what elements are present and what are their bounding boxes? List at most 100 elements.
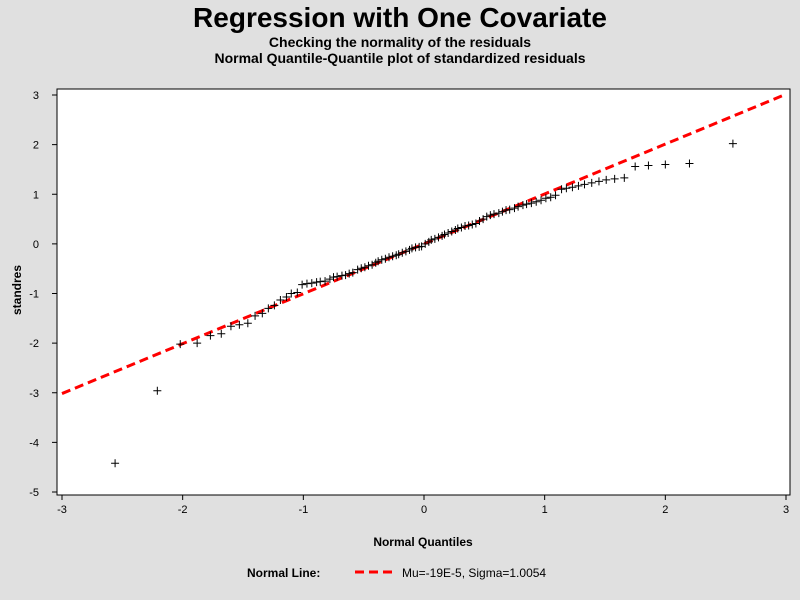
data-point — [631, 162, 640, 171]
x-axis-label: Normal Quantiles — [373, 535, 473, 549]
data-point — [522, 200, 531, 209]
x-tick-label: -2 — [178, 504, 188, 516]
data-point — [235, 320, 244, 329]
data-point — [270, 301, 279, 310]
data-point — [398, 248, 407, 257]
plot-area — [56, 88, 791, 496]
x-tick-label: 0 — [421, 504, 427, 516]
data-point — [447, 227, 456, 236]
data-point — [568, 183, 577, 192]
data-point — [434, 233, 443, 242]
data-point — [557, 185, 566, 194]
data-point — [345, 269, 354, 278]
legend-title: Normal Line: — [247, 566, 321, 580]
data-point — [510, 204, 519, 213]
data-point — [580, 180, 589, 189]
data-point — [217, 329, 226, 338]
chart-title: Regression with One Covariate — [193, 2, 607, 33]
data-point — [360, 263, 369, 272]
data-point — [685, 159, 694, 168]
chart-subtitle-2: Normal Quantile-Quantile plot of standar… — [214, 50, 586, 66]
data-point — [620, 173, 629, 182]
data-point — [388, 252, 397, 261]
data-point — [537, 196, 546, 205]
data-point — [514, 202, 523, 211]
y-axis: -5 -4 -3 -2 -1 0 1 2 3 — [29, 90, 57, 499]
y-tick-label: -5 — [29, 487, 39, 499]
y-tick-label: -1 — [29, 289, 39, 301]
data-point — [728, 139, 737, 148]
data-point — [193, 339, 202, 348]
data-point — [287, 289, 296, 298]
data-point — [377, 255, 386, 264]
data-point — [468, 220, 477, 229]
data-point — [368, 260, 377, 269]
data-point — [394, 250, 403, 259]
data-point — [457, 223, 466, 232]
x-tick-label: -3 — [57, 504, 67, 516]
x-tick-label: 1 — [542, 504, 548, 516]
data-point — [421, 239, 430, 248]
data-point — [176, 340, 185, 349]
data-point — [430, 234, 439, 243]
data-point — [505, 205, 514, 214]
data-point — [574, 181, 583, 190]
data-point — [282, 292, 291, 301]
y-tick-label: 2 — [33, 140, 39, 152]
data-point — [562, 184, 571, 193]
data-point — [644, 161, 653, 170]
data-point — [527, 199, 536, 208]
data-point — [258, 309, 267, 318]
data-point — [494, 209, 503, 218]
data-point — [453, 224, 462, 233]
data-point — [444, 228, 453, 237]
data-point — [293, 288, 302, 297]
data-point — [486, 211, 495, 220]
data-point — [427, 235, 436, 244]
data-point — [440, 230, 449, 239]
data-point — [610, 174, 619, 183]
data-point — [551, 191, 560, 200]
data-point — [489, 210, 498, 219]
data-point — [298, 280, 307, 289]
y-tick-label: 3 — [33, 90, 39, 102]
data-point — [206, 331, 215, 340]
data-point — [475, 217, 484, 226]
data-point — [464, 221, 473, 230]
data-point — [111, 459, 120, 468]
data-point — [602, 175, 611, 184]
data-point — [333, 272, 342, 281]
data-point — [307, 279, 316, 288]
data-point — [518, 201, 527, 210]
data-point — [407, 244, 416, 253]
data-point — [532, 197, 541, 206]
data-point — [251, 311, 260, 320]
data-point — [264, 304, 273, 313]
data-point — [276, 295, 285, 304]
data-point — [341, 271, 350, 280]
data-point — [498, 207, 507, 216]
x-tick-label: 3 — [783, 504, 789, 516]
x-axis: -3 -2 -1 0 1 2 3 — [57, 495, 789, 516]
data-point — [381, 254, 390, 263]
data-point — [374, 257, 383, 266]
y-tick-label: -3 — [29, 388, 39, 400]
data-point — [325, 275, 334, 284]
x-tick-label: 2 — [662, 504, 668, 516]
data-point — [401, 247, 410, 256]
data-point — [348, 268, 357, 277]
data-point — [153, 386, 162, 395]
data-point — [385, 253, 394, 262]
y-tick-label: 0 — [33, 239, 39, 251]
data-point — [661, 160, 670, 169]
legend-entry: Mu=-19E-5, Sigma=1.0054 — [402, 566, 547, 580]
y-tick-label: 1 — [33, 189, 39, 201]
data-point — [546, 193, 555, 202]
chart-subtitle-1: Checking the normality of the residuals — [268, 34, 532, 50]
data-point — [226, 322, 235, 331]
data-point — [321, 277, 330, 286]
data-point — [482, 212, 491, 221]
data-point — [594, 177, 603, 186]
data-point — [587, 178, 596, 187]
